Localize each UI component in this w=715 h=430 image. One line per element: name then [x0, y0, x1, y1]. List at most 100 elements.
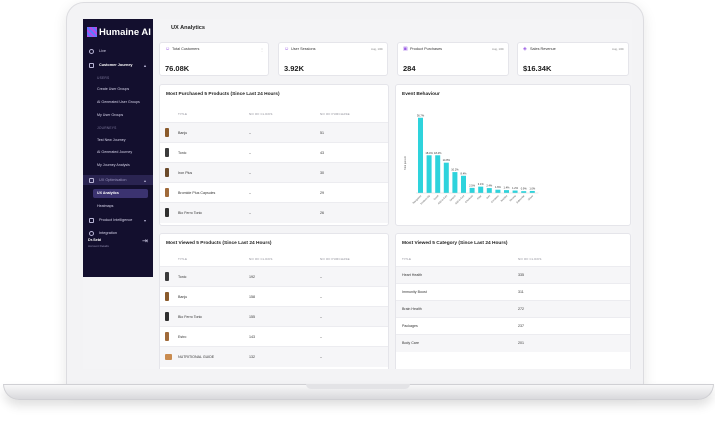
sidebar-item-customer-journey[interactable]: Customer Journey ▴ — [83, 60, 153, 70]
chevron-up-icon: ▴ — [143, 62, 146, 68]
x-tick-label: Search — [449, 194, 457, 202]
revenue-icon: ◈ — [523, 46, 527, 52]
sidebar-item-integration[interactable]: Integration — [83, 228, 153, 238]
product-thumbnail-icon — [165, 208, 169, 217]
product-title: Iron Plus — [178, 171, 193, 175]
sidebar-subitem-test-new-journey[interactable]: Test New Journey — [97, 138, 126, 142]
chart-bar[interactable] — [512, 190, 518, 193]
column-header: NO OF PURCHASE — [320, 257, 350, 261]
chart-bar[interactable] — [426, 155, 432, 193]
kpi-label: Product Purchases — [410, 47, 443, 51]
sidebar-item-ux-optimisation[interactable]: UX Optimisation ▴ — [83, 175, 153, 185]
journey-icon — [89, 62, 94, 68]
chart-bar[interactable] — [529, 190, 535, 193]
chart-bar[interactable] — [495, 189, 501, 193]
ux-group-highlight — [83, 175, 153, 185]
category-title: Body Care — [402, 341, 419, 345]
purchase-value: – — [320, 295, 322, 299]
sidebar-item-product-intelligence[interactable]: Product Intelligence ▾ — [83, 215, 153, 225]
chart-bar[interactable] — [452, 172, 458, 193]
table-row[interactable]: Iron Plus – 30 — [160, 162, 388, 183]
column-header: NO OF CLICKS — [518, 257, 542, 261]
kpi-product-purchases: ▣ Product Purchases Aug, 10th 284 — [397, 42, 509, 76]
chart-bar[interactable] — [469, 187, 475, 193]
sidebar-subitem-ux-analytics[interactable]: UX Analytics — [97, 191, 119, 195]
table-row[interactable]: Bio Ferro Tonic 155 – — [160, 306, 388, 327]
page-title: UX Analytics — [171, 25, 205, 31]
product-title: Banju — [178, 295, 188, 299]
table-row[interactable]: Estro 143 – — [160, 326, 388, 347]
ux-icon — [89, 177, 94, 183]
clicks-value: – — [249, 191, 251, 195]
card-title: Event Behaviour — [402, 92, 440, 97]
sidebar-subitem-my-user-groups[interactable]: My User Groups — [97, 113, 124, 117]
table-row[interactable]: Brain Health 272 — [396, 300, 630, 318]
table-row[interactable]: Banju 158 – — [160, 286, 388, 307]
user-name: Dr.Sebi — [88, 238, 102, 242]
brand[interactable]: Humaine AI — [87, 25, 151, 39]
bar-value-label: 3.1% — [478, 182, 485, 186]
kpi-date: Aug, 10th — [371, 47, 383, 51]
x-tick-label: Filter — [477, 194, 483, 200]
category-title: Brain Health — [402, 307, 422, 311]
table-row[interactable]: Body Care 201 — [396, 334, 630, 352]
category-title: Immunity Boost — [402, 290, 427, 294]
event-behaviour-chart: Total percent 36.7% Navigation 18.4% Produc… — [404, 113, 539, 205]
product-title: Banju — [178, 131, 188, 135]
kpi-label: Total Customers — [172, 47, 200, 51]
kpi-label: Sales Revenue — [530, 47, 556, 51]
sidebar-subitem-ai-journey[interactable]: AI Generated Journey — [97, 150, 133, 154]
chart-bar[interactable] — [418, 117, 423, 193]
chart-bar[interactable] — [461, 175, 466, 193]
table-row[interactable]: NUTRITIONAL GUIDE 132 – — [160, 346, 388, 367]
logout-icon[interactable]: ⇥ — [142, 238, 148, 245]
sidebar-subitem-ai-user-groups[interactable]: AI Generated User Groups — [97, 100, 140, 104]
sidebar-subitem-heatmaps[interactable]: Heatmaps — [97, 204, 114, 208]
chart-bar[interactable] — [443, 162, 449, 193]
kpi-label: User Sessions — [291, 47, 316, 51]
bar-value-label: 14.8% — [443, 158, 451, 162]
table-row[interactable]: Heart Health 335 — [396, 266, 630, 284]
table-row[interactable]: Bromide Plus Capsules – 29 — [160, 182, 388, 203]
users-heading: USERS — [97, 76, 110, 80]
integration-icon — [89, 230, 94, 236]
purchase-value: 30 — [320, 171, 324, 175]
table-row[interactable]: Tonic 192 – — [160, 266, 388, 287]
account-details-link[interactable]: Account Details — [88, 244, 109, 248]
live-icon — [89, 48, 94, 54]
chart-bar[interactable] — [435, 155, 441, 193]
kpi-user-sessions: ☺ User Sessions Aug, 10th 3.92K — [278, 42, 388, 76]
x-tick-label: Add to Cart — [455, 194, 466, 205]
bar-value-label: 1.2% — [512, 186, 519, 190]
purchase-value: 29 — [320, 191, 324, 195]
screen: Humaine AI Live Customer Journey ▴ USERS… — [83, 19, 632, 369]
table-row[interactable]: Tonic – 43 — [160, 142, 388, 163]
sidebar-item-live[interactable]: Live — [83, 46, 153, 56]
kebab-menu-icon[interactable]: ⋮ — [260, 47, 264, 52]
kpi-value: 3.92K — [284, 64, 305, 73]
product-thumbnail-icon — [165, 332, 169, 341]
kpi-date: Aug, 10th — [492, 47, 504, 51]
chart-bar[interactable] — [486, 188, 492, 193]
chart-bar[interactable] — [504, 190, 509, 193]
x-tick-label: Navigation — [412, 194, 423, 205]
clicks-value: 201 — [518, 341, 524, 345]
bar-value-label: 36.7% — [417, 113, 425, 117]
sidebar-subitem-create-user-groups[interactable]: Create User Groups — [97, 87, 130, 91]
chart-bar[interactable] — [478, 186, 484, 193]
clicks-value: – — [249, 171, 251, 175]
product-title: Bromide Plus Capsules — [178, 191, 216, 195]
product-thumbnail-icon — [165, 128, 169, 137]
bar-value-label: 2.4% — [486, 184, 493, 188]
table-row[interactable]: Bio Ferro Tonic – 26 — [160, 202, 388, 223]
purchase-value: – — [320, 335, 322, 339]
active-item-highlight — [93, 189, 148, 198]
chart-bar[interactable] — [521, 191, 527, 193]
product-thumbnail-icon — [165, 188, 169, 197]
table-row[interactable]: Banju – 51 — [160, 122, 388, 143]
table-row[interactable]: Packages 237 — [396, 317, 630, 335]
product-title: Tonic — [178, 275, 187, 279]
sidebar-subitem-my-journey-analysis[interactable]: My Journey Analysis — [97, 163, 130, 167]
table-row[interactable]: Immunity Boost 311 — [396, 283, 630, 301]
bar-value-label: 8.4% — [461, 171, 468, 175]
